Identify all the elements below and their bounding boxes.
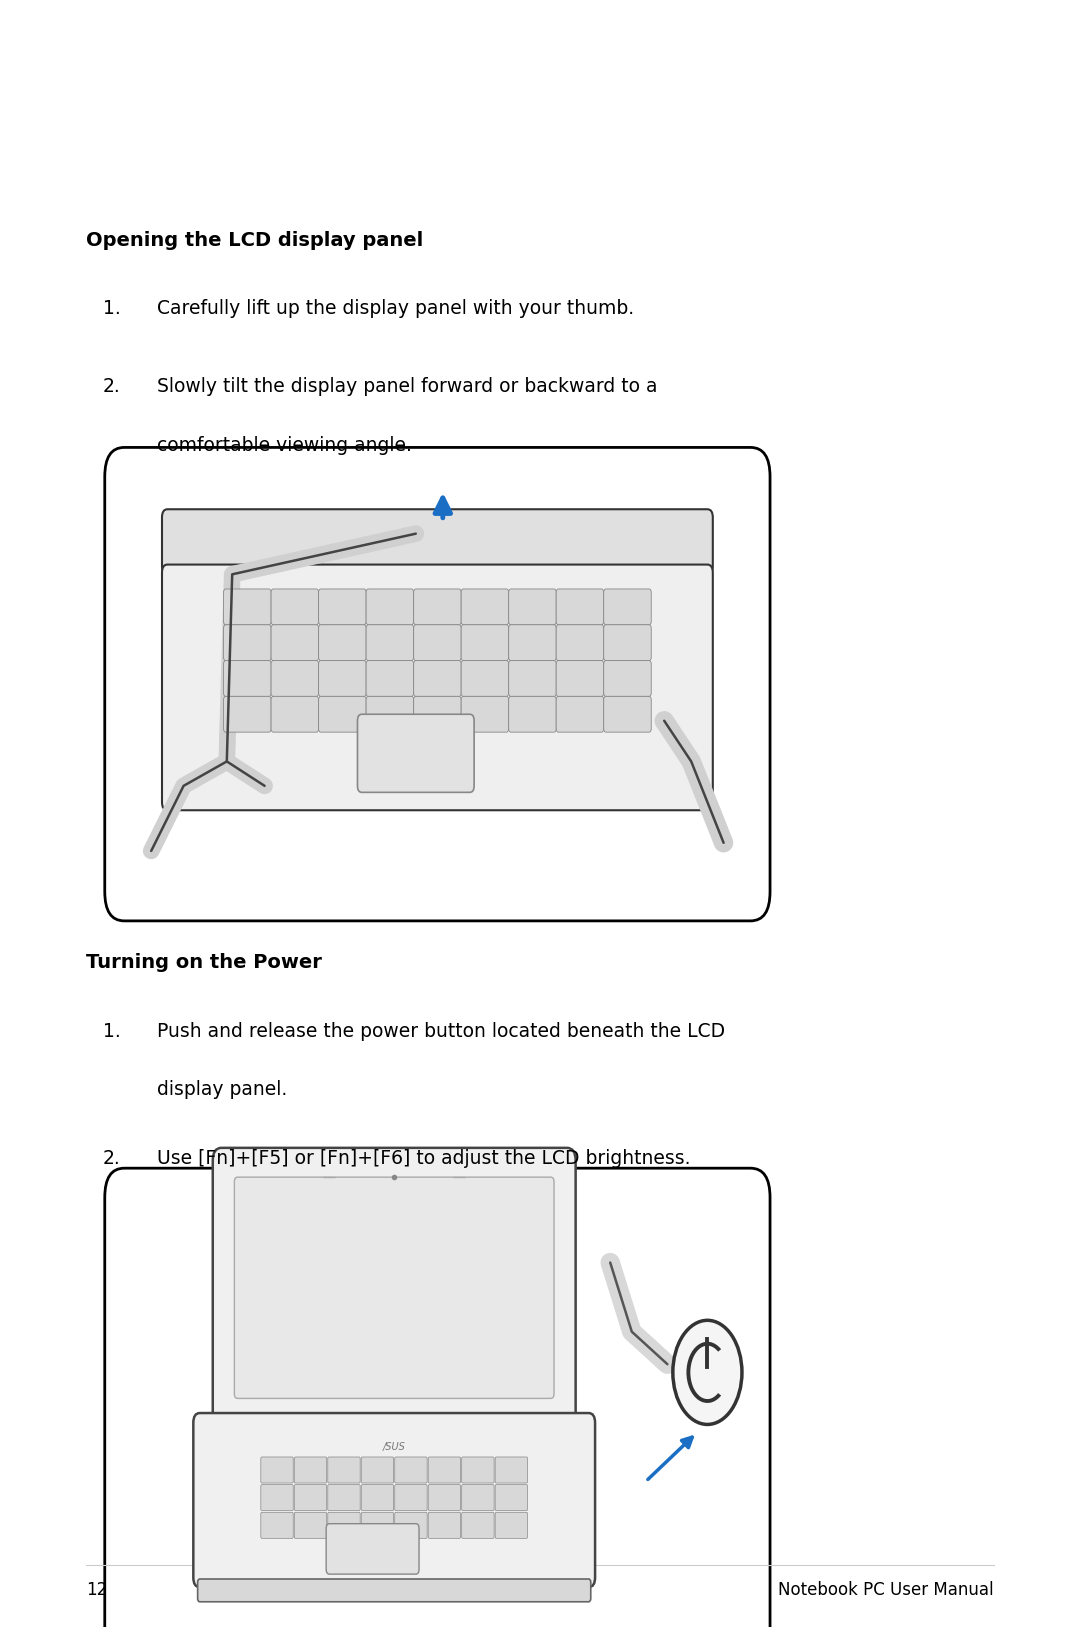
FancyBboxPatch shape xyxy=(428,1458,461,1484)
FancyBboxPatch shape xyxy=(271,661,319,696)
FancyBboxPatch shape xyxy=(414,661,461,696)
FancyBboxPatch shape xyxy=(556,625,604,661)
FancyBboxPatch shape xyxy=(414,696,461,732)
Circle shape xyxy=(673,1321,742,1425)
FancyBboxPatch shape xyxy=(366,696,414,732)
FancyBboxPatch shape xyxy=(198,1578,591,1601)
Text: comfortable viewing angle.: comfortable viewing angle. xyxy=(157,436,411,456)
FancyBboxPatch shape xyxy=(271,625,319,661)
FancyBboxPatch shape xyxy=(319,696,366,732)
FancyBboxPatch shape xyxy=(414,625,461,661)
FancyBboxPatch shape xyxy=(556,661,604,696)
Text: Carefully lift up the display panel with your thumb.: Carefully lift up the display panel with… xyxy=(157,299,634,319)
FancyBboxPatch shape xyxy=(319,625,366,661)
Text: 2.: 2. xyxy=(103,1149,120,1168)
FancyBboxPatch shape xyxy=(105,447,770,921)
FancyBboxPatch shape xyxy=(362,1458,394,1484)
FancyBboxPatch shape xyxy=(604,625,651,661)
FancyBboxPatch shape xyxy=(556,589,604,625)
FancyBboxPatch shape xyxy=(294,1513,326,1539)
Text: Push and release the power button located beneath the LCD: Push and release the power button locate… xyxy=(157,1022,725,1041)
FancyBboxPatch shape xyxy=(328,1485,361,1511)
FancyBboxPatch shape xyxy=(366,589,414,625)
FancyBboxPatch shape xyxy=(261,1458,293,1484)
FancyBboxPatch shape xyxy=(395,1458,428,1484)
FancyBboxPatch shape xyxy=(495,1485,528,1511)
FancyBboxPatch shape xyxy=(462,1513,495,1539)
Text: Opening the LCD display panel: Opening the LCD display panel xyxy=(86,231,423,251)
FancyBboxPatch shape xyxy=(462,1458,495,1484)
FancyBboxPatch shape xyxy=(234,1178,554,1399)
FancyBboxPatch shape xyxy=(319,661,366,696)
FancyBboxPatch shape xyxy=(213,1149,576,1425)
FancyBboxPatch shape xyxy=(461,661,509,696)
FancyBboxPatch shape xyxy=(271,589,319,625)
FancyBboxPatch shape xyxy=(294,1458,326,1484)
Text: Notebook PC User Manual: Notebook PC User Manual xyxy=(778,1581,994,1599)
Text: 1.: 1. xyxy=(103,1022,120,1041)
FancyBboxPatch shape xyxy=(261,1485,293,1511)
FancyBboxPatch shape xyxy=(366,661,414,696)
FancyBboxPatch shape xyxy=(395,1513,428,1539)
FancyBboxPatch shape xyxy=(604,589,651,625)
Text: Slowly tilt the display panel forward or backward to a: Slowly tilt the display panel forward or… xyxy=(157,377,657,397)
FancyBboxPatch shape xyxy=(357,714,474,792)
FancyBboxPatch shape xyxy=(328,1458,361,1484)
FancyBboxPatch shape xyxy=(428,1485,461,1511)
FancyBboxPatch shape xyxy=(319,589,366,625)
FancyBboxPatch shape xyxy=(509,625,556,661)
FancyBboxPatch shape xyxy=(509,696,556,732)
FancyBboxPatch shape xyxy=(271,696,319,732)
Text: display panel.: display panel. xyxy=(157,1080,287,1100)
FancyBboxPatch shape xyxy=(162,509,713,574)
FancyBboxPatch shape xyxy=(604,696,651,732)
FancyBboxPatch shape xyxy=(294,1485,326,1511)
FancyBboxPatch shape xyxy=(495,1513,528,1539)
FancyBboxPatch shape xyxy=(366,625,414,661)
FancyBboxPatch shape xyxy=(193,1412,595,1588)
FancyBboxPatch shape xyxy=(509,661,556,696)
FancyBboxPatch shape xyxy=(461,625,509,661)
Text: Turning on the Power: Turning on the Power xyxy=(86,953,322,973)
FancyBboxPatch shape xyxy=(461,589,509,625)
FancyBboxPatch shape xyxy=(495,1458,528,1484)
FancyBboxPatch shape xyxy=(326,1524,419,1575)
FancyBboxPatch shape xyxy=(362,1513,394,1539)
Text: 2.: 2. xyxy=(103,377,120,397)
Text: Use [Fn]+[F5] or [Fn]+[F6] to adjust the LCD brightness.: Use [Fn]+[F5] or [Fn]+[F6] to adjust the… xyxy=(157,1149,690,1168)
Text: 12: 12 xyxy=(86,1581,108,1599)
Text: /SUS: /SUS xyxy=(382,1443,406,1453)
FancyBboxPatch shape xyxy=(362,1485,394,1511)
Text: 1.: 1. xyxy=(103,299,120,319)
FancyBboxPatch shape xyxy=(224,589,271,625)
FancyBboxPatch shape xyxy=(105,1168,770,1627)
FancyBboxPatch shape xyxy=(224,696,271,732)
FancyBboxPatch shape xyxy=(556,696,604,732)
FancyBboxPatch shape xyxy=(604,661,651,696)
FancyBboxPatch shape xyxy=(509,589,556,625)
FancyBboxPatch shape xyxy=(461,696,509,732)
FancyBboxPatch shape xyxy=(462,1485,495,1511)
FancyBboxPatch shape xyxy=(395,1485,428,1511)
FancyBboxPatch shape xyxy=(414,589,461,625)
FancyBboxPatch shape xyxy=(224,661,271,696)
FancyBboxPatch shape xyxy=(428,1513,461,1539)
FancyBboxPatch shape xyxy=(162,565,713,810)
FancyBboxPatch shape xyxy=(224,625,271,661)
FancyBboxPatch shape xyxy=(328,1513,361,1539)
FancyBboxPatch shape xyxy=(261,1513,293,1539)
